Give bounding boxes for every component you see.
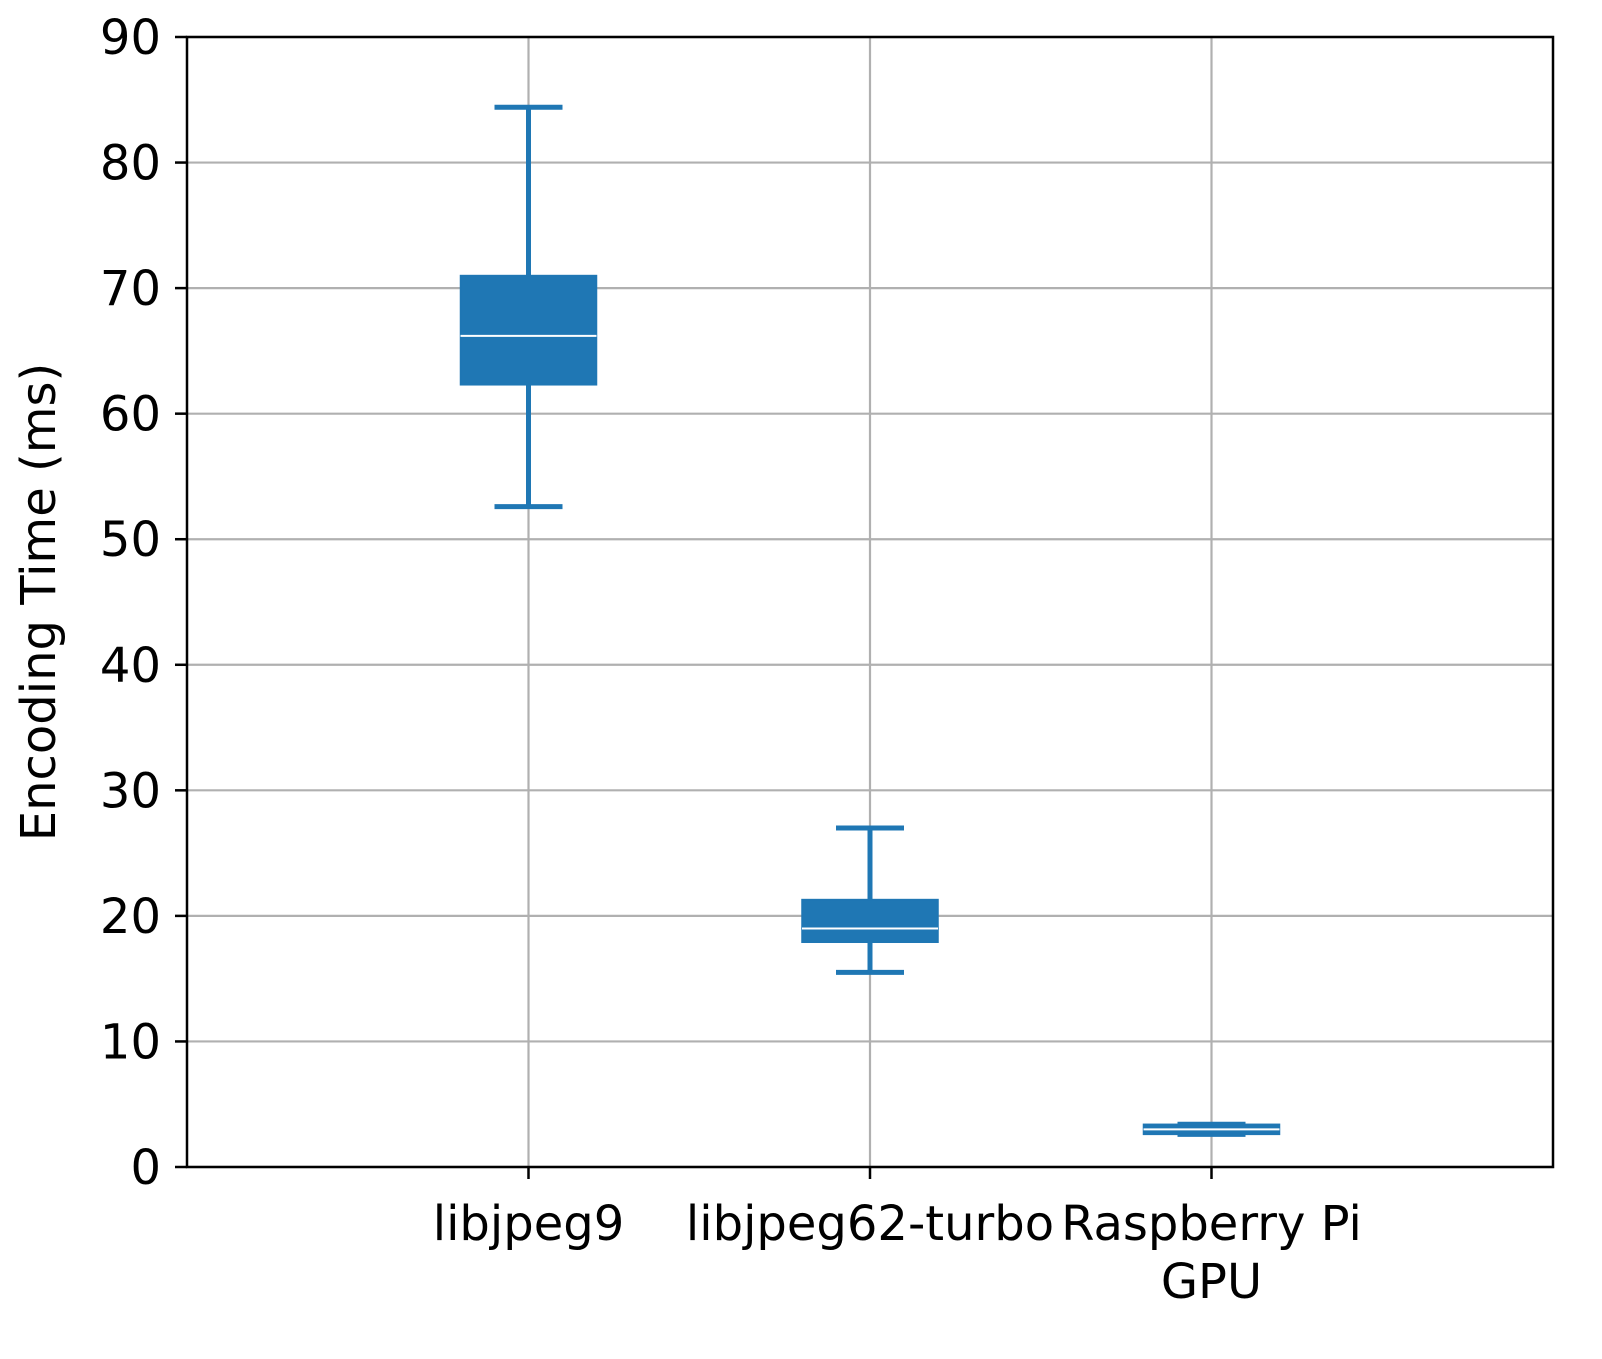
y-tick-label: 30	[100, 763, 161, 819]
y-tick-label: 80	[100, 136, 161, 192]
x-tick-label: libjpeg9	[433, 1196, 624, 1252]
y-tick-label: 60	[100, 387, 161, 443]
iqr-box	[801, 898, 939, 944]
iqr-box	[459, 274, 598, 386]
x-tick-label: libjpeg62-turbo	[686, 1196, 1054, 1252]
box-group	[1142, 1121, 1281, 1137]
y-axis-label: Encoding Time (ms)	[11, 363, 67, 841]
x-tick-label: Raspberry Pi	[1061, 1196, 1362, 1252]
y-tick-label: 10	[100, 1014, 161, 1070]
box-group	[801, 825, 939, 975]
y-tick-label: 90	[100, 10, 161, 66]
y-tick-label: 50	[100, 512, 161, 568]
y-tick-label: 20	[100, 889, 161, 945]
x-tick-label: GPU	[1161, 1254, 1262, 1310]
y-tick-label: 40	[100, 638, 161, 694]
y-tick-label: 70	[100, 261, 161, 317]
box-group	[459, 104, 598, 510]
ticks: 0 10 20 30 40 50 60 70 80 90 libjpeg9 libjpeg62-tur…	[100, 10, 1362, 1310]
y-tick-label: 0	[130, 1140, 161, 1196]
boxes	[459, 104, 1281, 1137]
